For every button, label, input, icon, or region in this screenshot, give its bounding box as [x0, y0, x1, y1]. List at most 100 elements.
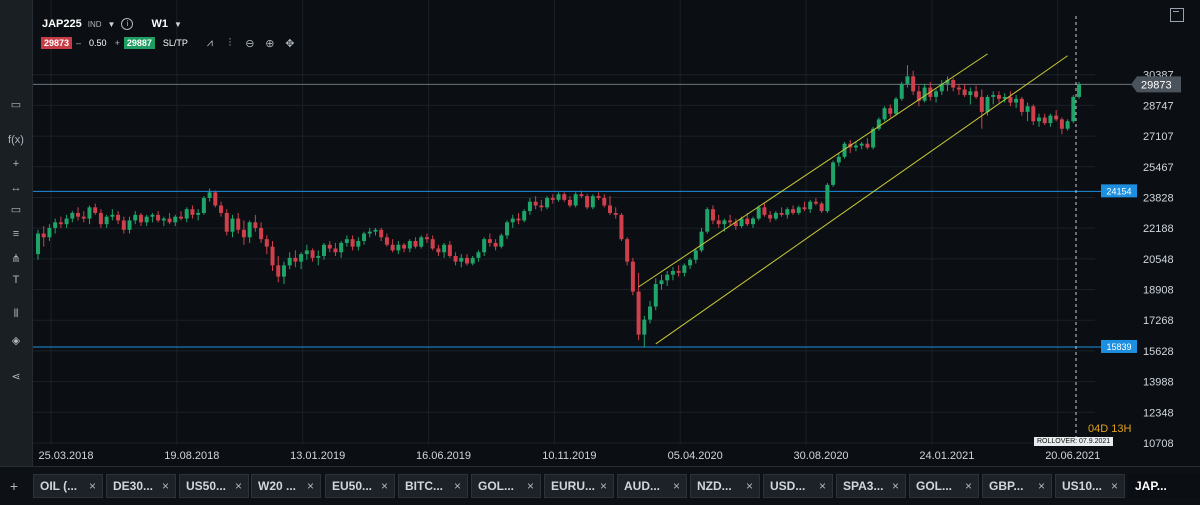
instrument-tab[interactable]: EU50... × — [325, 474, 395, 498]
instrument-symbol[interactable]: JAP225 — [42, 18, 82, 30]
chart-type-icon[interactable]: ⩘ — [206, 36, 213, 49]
candle-body[interactable] — [407, 241, 412, 249]
candle-body[interactable] — [699, 231, 704, 251]
candle-body[interactable] — [505, 222, 510, 236]
candle-body[interactable] — [322, 244, 326, 256]
candle-body[interactable] — [161, 218, 166, 221]
close-icon[interactable]: × — [964, 479, 972, 493]
candle-body[interactable] — [121, 220, 126, 230]
candle-body[interactable] — [608, 205, 612, 213]
instrument-tab[interactable]: GOL... × — [909, 474, 979, 498]
candle-body[interactable] — [356, 241, 361, 247]
candle-body[interactable] — [951, 80, 956, 88]
candle-body[interactable] — [831, 162, 836, 185]
candle-body[interactable] — [962, 89, 967, 96]
candle-body[interactable] — [596, 196, 601, 198]
panel-icon[interactable]: ▭ — [10, 98, 22, 111]
candle-body[interactable] — [859, 143, 864, 146]
candle-body[interactable] — [516, 218, 521, 221]
close-icon[interactable]: × — [453, 479, 461, 493]
candle-body[interactable] — [327, 244, 332, 249]
candle-body[interactable] — [241, 229, 246, 238]
candle-body[interactable] — [688, 259, 693, 266]
candle-body[interactable] — [144, 216, 149, 223]
layers-icon[interactable]: ◈ — [11, 334, 21, 347]
candle-body[interactable] — [670, 270, 675, 275]
candle-body[interactable] — [436, 248, 441, 253]
instrument-tab[interactable]: USD... × — [763, 474, 833, 498]
candle-body[interactable] — [705, 209, 710, 232]
candle-body[interactable] — [247, 222, 252, 238]
candle-body[interactable] — [482, 239, 487, 253]
candle-body[interactable] — [116, 214, 121, 221]
candle-body[interactable] — [573, 194, 578, 206]
candle-body[interactable] — [367, 231, 372, 234]
candle-body[interactable] — [802, 207, 807, 210]
candle-body[interactable] — [173, 216, 178, 223]
candle-body[interactable] — [956, 87, 961, 90]
timeframe-dropdown-icon[interactable]: ▼ — [173, 19, 182, 29]
candle-body[interactable] — [916, 91, 921, 101]
candle-body[interactable] — [710, 209, 715, 221]
candle-body[interactable] — [945, 80, 950, 84]
candle-body[interactable] — [201, 197, 206, 213]
candle-body[interactable] — [424, 237, 429, 240]
candle-body[interactable] — [442, 244, 447, 253]
candle-body[interactable] — [894, 98, 898, 114]
close-icon[interactable]: × — [599, 479, 607, 493]
candle-body[interactable] — [64, 218, 69, 225]
candle-body[interactable] — [968, 91, 973, 96]
candle-body[interactable] — [459, 257, 464, 262]
candle-body[interactable] — [299, 254, 304, 262]
trend-channel-line[interactable] — [655, 55, 1068, 345]
candle-body[interactable] — [362, 233, 367, 242]
candle-body[interactable] — [339, 242, 344, 253]
function-icon[interactable]: f(x) — [8, 134, 24, 146]
candle-body[interactable] — [465, 257, 469, 264]
instrument-tab[interactable]: BITC... × — [398, 474, 468, 498]
candle-body[interactable] — [682, 265, 687, 273]
increase-quantity-button[interactable]: + — [114, 38, 120, 48]
candle-body[interactable] — [1031, 106, 1036, 122]
candle-body[interactable] — [562, 194, 567, 200]
share-icon[interactable]: ⋖ — [11, 370, 21, 383]
chart-canvas[interactable]: 3038728747271072546723828221882054818908… — [33, 0, 1200, 466]
candle-body[interactable] — [716, 220, 721, 225]
candle-body[interactable] — [842, 143, 847, 157]
close-icon[interactable]: × — [891, 479, 899, 493]
add-tab-button[interactable]: + — [9, 478, 19, 494]
candle-body[interactable] — [796, 207, 801, 213]
candle-body[interactable] — [493, 242, 498, 247]
candle-body[interactable] — [179, 216, 183, 219]
candle-body[interactable] — [419, 237, 424, 247]
close-icon[interactable]: × — [672, 479, 680, 493]
candle-body[interactable] — [922, 87, 927, 101]
candle-body[interactable] — [602, 197, 607, 206]
candle-body[interactable] — [659, 280, 664, 285]
candle-body[interactable] — [259, 227, 264, 240]
candle-body[interactable] — [1059, 119, 1064, 129]
trend-channel-line[interactable] — [638, 53, 988, 288]
candle-body[interactable] — [550, 197, 555, 200]
candle-body[interactable] — [167, 218, 172, 223]
candle-body[interactable] — [533, 201, 538, 206]
candle-body[interactable] — [93, 207, 98, 213]
decrease-quantity-button[interactable]: – — [76, 38, 82, 48]
candle-body[interactable] — [344, 239, 349, 243]
instrument-tab[interactable]: JAP... — [1128, 474, 1200, 498]
candle-body[interactable] — [350, 239, 355, 247]
candle-body[interactable] — [676, 270, 681, 273]
sl-tp-button[interactable]: SL/TP — [162, 38, 188, 48]
candle-body[interactable] — [1048, 115, 1053, 124]
candle-body[interactable] — [733, 222, 738, 227]
close-icon[interactable]: × — [1110, 479, 1118, 493]
candle-body[interactable] — [871, 128, 876, 148]
candle-body[interactable] — [556, 194, 561, 200]
instrument-tab[interactable]: SPA3... × — [836, 474, 906, 498]
candle-body[interactable] — [911, 76, 916, 92]
candle-body[interactable] — [384, 237, 389, 245]
candle-body[interactable] — [1037, 117, 1041, 122]
candle-body[interactable] — [190, 209, 195, 215]
instrument-tab[interactable]: W20 ... × — [251, 474, 321, 498]
rectangle-icon[interactable]: ▭ — [10, 203, 22, 216]
